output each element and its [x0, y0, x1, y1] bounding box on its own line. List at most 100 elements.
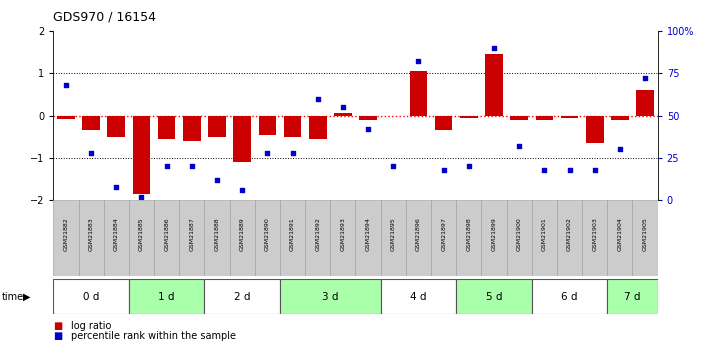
Point — [614, 147, 626, 152]
Bar — [633, 200, 658, 276]
Text: ▶: ▶ — [23, 292, 31, 302]
Bar — [78, 200, 104, 276]
Bar — [557, 200, 582, 276]
Bar — [380, 279, 456, 314]
Bar — [53, 279, 129, 314]
Point — [363, 126, 374, 132]
Text: GSM21901: GSM21901 — [542, 217, 547, 251]
Bar — [636, 90, 654, 116]
Bar — [586, 116, 604, 143]
Point — [136, 194, 147, 199]
Text: GSM21902: GSM21902 — [567, 217, 572, 251]
Bar — [456, 279, 532, 314]
Text: 4 d: 4 d — [410, 292, 427, 302]
Bar — [230, 200, 255, 276]
Text: 7 d: 7 d — [624, 292, 641, 302]
Bar — [607, 200, 633, 276]
Text: GSM21883: GSM21883 — [89, 217, 94, 251]
Text: GSM21894: GSM21894 — [365, 217, 370, 251]
Bar — [456, 200, 481, 276]
Bar — [431, 200, 456, 276]
Bar — [208, 116, 226, 137]
Text: GSM21897: GSM21897 — [441, 217, 446, 251]
Bar — [406, 200, 431, 276]
Text: GSM21889: GSM21889 — [240, 217, 245, 251]
Text: GSM21895: GSM21895 — [391, 217, 396, 251]
Bar — [460, 116, 478, 118]
Text: GSM21904: GSM21904 — [617, 217, 622, 251]
Bar — [331, 200, 356, 276]
Text: 1 d: 1 d — [159, 292, 175, 302]
Text: GSM21891: GSM21891 — [290, 217, 295, 251]
Bar — [561, 116, 578, 118]
Point — [262, 150, 273, 156]
Text: GSM21892: GSM21892 — [315, 217, 320, 251]
Bar — [506, 200, 532, 276]
Bar — [205, 279, 280, 314]
Bar — [309, 116, 326, 139]
Bar — [183, 116, 201, 141]
Bar — [57, 116, 75, 119]
Point — [589, 167, 600, 172]
Bar — [356, 200, 380, 276]
Bar — [233, 116, 251, 162]
Bar — [129, 200, 154, 276]
Text: GSM21885: GSM21885 — [139, 217, 144, 251]
Text: 3 d: 3 d — [322, 292, 338, 302]
Text: GSM21890: GSM21890 — [265, 217, 270, 251]
Bar — [53, 200, 78, 276]
Point — [237, 187, 248, 193]
Text: GSM21893: GSM21893 — [341, 217, 346, 251]
Text: GSM21900: GSM21900 — [517, 217, 522, 251]
Bar — [259, 116, 276, 135]
Bar — [158, 116, 176, 139]
Text: 5 d: 5 d — [486, 292, 502, 302]
Bar — [280, 279, 380, 314]
Bar — [280, 200, 305, 276]
Point — [639, 76, 651, 81]
Point — [564, 167, 575, 172]
Point — [312, 96, 324, 101]
Bar — [380, 200, 406, 276]
Point — [111, 184, 122, 189]
Text: GSM21903: GSM21903 — [592, 217, 597, 251]
Point — [387, 164, 399, 169]
Bar — [359, 116, 377, 120]
Text: GDS970 / 16154: GDS970 / 16154 — [53, 10, 156, 23]
Point — [413, 59, 424, 64]
Text: GSM21887: GSM21887 — [189, 217, 194, 251]
Bar — [435, 116, 452, 130]
Bar — [535, 116, 553, 120]
Text: 6 d: 6 d — [561, 292, 578, 302]
Text: ■: ■ — [53, 332, 63, 341]
Bar — [205, 200, 230, 276]
Text: ■: ■ — [53, 321, 63, 331]
Point — [539, 167, 550, 172]
Text: GSM21898: GSM21898 — [466, 217, 471, 251]
Point — [337, 104, 348, 110]
Bar — [607, 279, 658, 314]
Bar — [532, 200, 557, 276]
Bar — [334, 114, 352, 116]
Point — [186, 164, 198, 169]
Text: percentile rank within the sample: percentile rank within the sample — [71, 332, 236, 341]
Bar — [582, 200, 607, 276]
Text: GSM21899: GSM21899 — [491, 217, 496, 251]
Text: GSM21886: GSM21886 — [164, 217, 169, 251]
Bar — [481, 200, 506, 276]
Text: log ratio: log ratio — [71, 321, 112, 331]
Bar — [305, 200, 331, 276]
Text: time: time — [1, 292, 23, 302]
Text: 2 d: 2 d — [234, 292, 250, 302]
Point — [513, 143, 525, 149]
Bar — [104, 200, 129, 276]
Point — [161, 164, 172, 169]
Text: GSM21888: GSM21888 — [215, 217, 220, 251]
Bar — [82, 116, 100, 130]
Bar — [154, 200, 179, 276]
Bar — [107, 116, 125, 137]
Point — [85, 150, 97, 156]
Bar — [410, 71, 427, 116]
Point — [60, 82, 72, 88]
Bar — [510, 116, 528, 120]
